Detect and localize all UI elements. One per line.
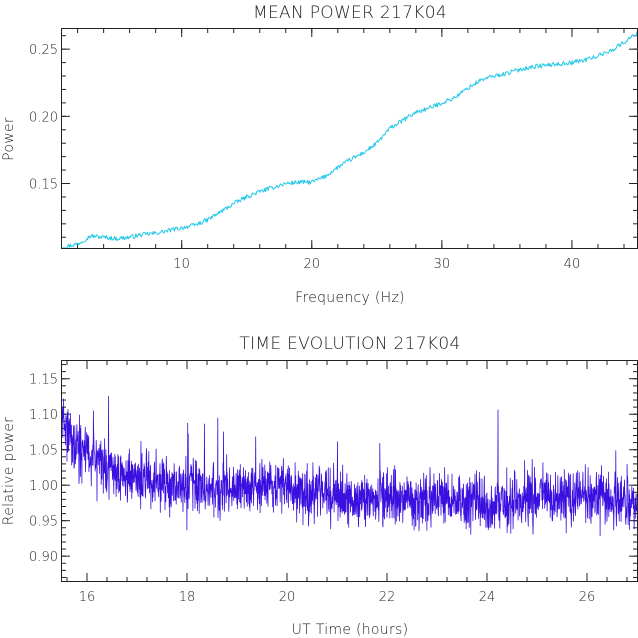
series-lines — [62, 31, 637, 248]
y-tick-label: 0.15 — [29, 178, 58, 193]
time-evolution-chart: TIME EVOLUTION 217K04 UT Time (hours) Re… — [1, 334, 638, 638]
x-tick-label: 26 — [579, 590, 596, 605]
x-tick-label: 22 — [379, 590, 396, 605]
x-tick-label: 10 — [173, 257, 190, 272]
y-tick-label: 1.05 — [29, 444, 58, 459]
chart-title: TIME EVOLUTION 217K04 — [239, 334, 460, 354]
x-axis-label: UT Time (hours) — [292, 622, 409, 638]
series-line — [62, 395, 637, 537]
x-tick-label: 40 — [564, 257, 581, 272]
y-axis-label: Power — [1, 117, 17, 161]
y-tick-label: 0.90 — [29, 550, 58, 565]
x-tick-label: 20 — [279, 590, 296, 605]
x-tick-label: 24 — [479, 590, 496, 605]
axis-ticks: 16 18 20 22 24 26 0.90 0.95 1.00 1.05 1.10 1.15 — [29, 361, 637, 605]
x-tick-label: 16 — [79, 590, 96, 605]
y-tick-label: 0.95 — [29, 515, 58, 530]
y-tick-label: 1.00 — [29, 479, 58, 494]
x-tick-label: 18 — [179, 590, 196, 605]
axis-ticks: 10 20 30 40 0.15 0.20 0.25 — [29, 29, 637, 272]
y-tick-label: 1.10 — [29, 408, 58, 423]
x-tick-label: 30 — [434, 257, 451, 272]
y-tick-label: 1.15 — [29, 373, 58, 388]
y-tick-label: 0.20 — [29, 110, 58, 125]
series-lines — [62, 395, 637, 537]
mean-power-chart: MEAN POWER 217K04 Frequency (Hz) Power 1… — [1, 3, 638, 306]
chart-title: MEAN POWER 217K04 — [253, 3, 447, 23]
x-axis-label: Frequency (Hz) — [295, 290, 405, 306]
y-tick-label: 0.25 — [29, 43, 58, 58]
y-axis-label: Relative power — [1, 417, 17, 525]
series-line — [62, 31, 637, 248]
plot-frame — [61, 28, 638, 249]
x-tick-label: 20 — [304, 257, 321, 272]
